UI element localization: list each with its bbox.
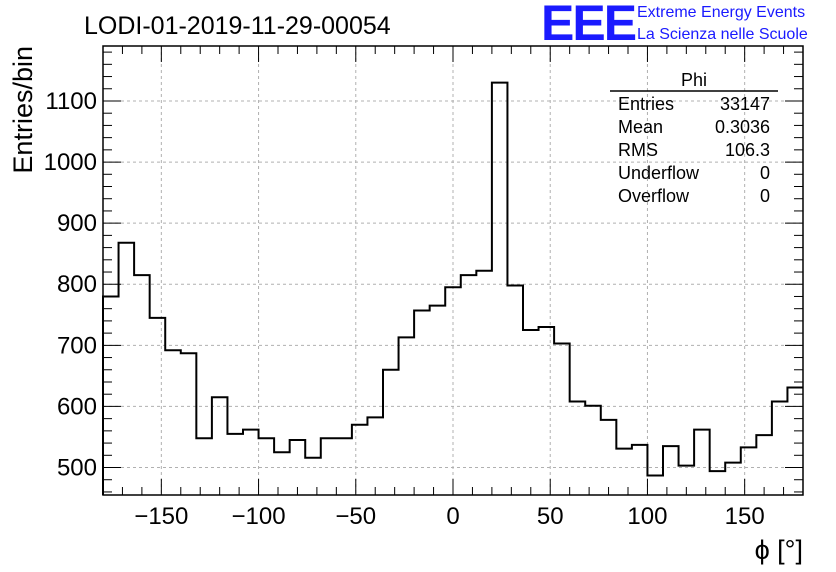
grid-lines <box>103 46 803 495</box>
y-tick-label: 700 <box>57 332 97 359</box>
x-tick-label: 50 <box>537 503 564 530</box>
tick-labels: −150 −100 −50 0 50 100 150 500 600 700 800 900 1000 1… <box>44 88 765 530</box>
y-tick-label: 800 <box>57 271 97 298</box>
stats-value: 0 <box>760 186 770 206</box>
logo-line-2: La Scienza nelle Scuole <box>637 26 808 43</box>
stats-box: Phi Entries 33147 Mean 0.3036 RMS 106.3 Underf… <box>610 70 778 206</box>
stats-rows: Entries 33147 Mean 0.3036 RMS 106.3 Underflow 0… <box>618 94 770 206</box>
axis-ticks <box>102 46 804 495</box>
x-tick-label: −150 <box>134 503 188 530</box>
logo-line-1: Extreme Energy Events <box>637 4 805 21</box>
logo-mark: EEE <box>541 0 636 51</box>
x-tick-label: 150 <box>725 503 765 530</box>
stats-value: 33147 <box>720 94 770 114</box>
histogram-line <box>102 81 803 495</box>
x-tick-label: 100 <box>627 503 667 530</box>
x-axis-label: ϕ [°] <box>755 535 803 565</box>
y-tick-label: 600 <box>57 393 97 420</box>
chart-title: LODI-01-2019-11-29-00054 <box>84 12 391 40</box>
x-tick-label: −100 <box>232 503 286 530</box>
eee-logo: EEE Extreme Energy Events La Scienza nel… <box>541 0 808 51</box>
histogram-series <box>102 81 803 495</box>
stats-label: Overflow <box>618 186 690 206</box>
stats-label: Entries <box>618 94 674 114</box>
stats-box-title: Phi <box>681 70 707 90</box>
stats-label: RMS <box>618 140 658 160</box>
x-tick-label: −50 <box>335 503 376 530</box>
stats-value: 0 <box>760 163 770 183</box>
stats-label: Underflow <box>618 163 700 183</box>
y-tick-label: 1100 <box>45 88 97 115</box>
stats-value: 106.3 <box>725 140 770 160</box>
stats-value: 0.3036 <box>715 117 770 137</box>
y-axis-label: Entries/bin <box>8 46 38 174</box>
y-tick-label: 1000 <box>44 149 97 176</box>
x-tick-label: 0 <box>446 503 459 530</box>
y-tick-label: 900 <box>57 210 97 237</box>
stats-label: Mean <box>618 117 663 137</box>
y-tick-label: 500 <box>57 455 97 482</box>
